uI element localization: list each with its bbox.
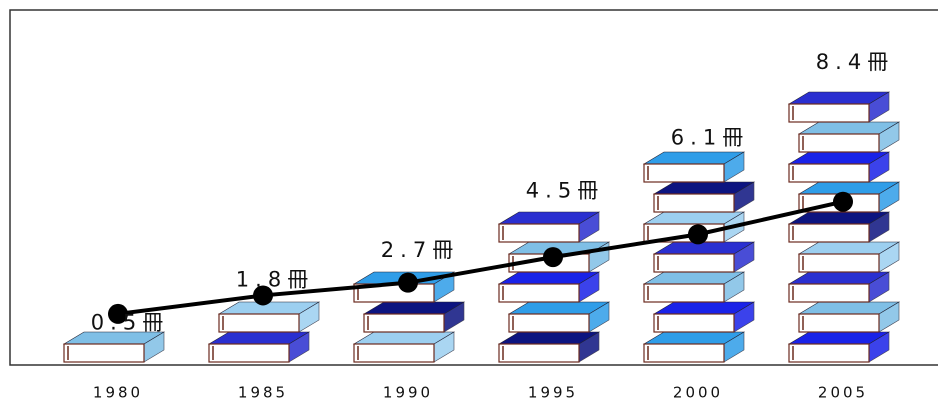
marker (543, 247, 563, 267)
book-pages (789, 284, 869, 302)
value-label: 0.5冊 (91, 311, 169, 335)
book-stack (209, 302, 319, 362)
book-pages (799, 254, 879, 272)
value-label: 6.1冊 (671, 126, 749, 150)
book-pages (64, 344, 144, 362)
value-label: 8.4冊 (816, 50, 894, 74)
book-pages (209, 344, 289, 362)
book-pages (799, 134, 879, 152)
book-pages (789, 224, 869, 242)
book-pages (789, 164, 869, 182)
x-tick-label: 1995 (528, 384, 578, 402)
book-pages (499, 224, 579, 242)
value-label: 2.7冊 (381, 238, 459, 262)
book-pages (354, 344, 434, 362)
value-label: 4.5冊 (526, 179, 604, 203)
marker (833, 192, 853, 212)
book-pages (219, 314, 299, 332)
book-pages (789, 344, 869, 362)
book-stack (789, 92, 899, 362)
book-pages (364, 314, 444, 332)
book-pages (654, 194, 734, 212)
book-pages (499, 284, 579, 302)
book-pages (654, 254, 734, 272)
chart: 0.5冊 1980 1.8冊 1985 2.7冊 1990 4.5冊 1995 6.1冊 2000… (0, 0, 938, 405)
book-pages (509, 314, 589, 332)
book-pages (499, 344, 579, 362)
x-tick-label: 2005 (818, 384, 868, 402)
value-label: 1.8冊 (236, 268, 314, 292)
book-pages (654, 314, 734, 332)
book-pages (799, 314, 879, 332)
marker (398, 273, 418, 293)
x-tick-label: 1985 (238, 384, 288, 402)
marker (688, 224, 708, 244)
book-pages (644, 344, 724, 362)
book-pages (644, 164, 724, 182)
x-tick-label: 1980 (93, 384, 143, 402)
x-tick-label: 1990 (383, 384, 433, 402)
book-pages (789, 104, 869, 122)
book-pages (644, 284, 724, 302)
book-stack (64, 332, 164, 362)
x-tick-label: 2000 (673, 384, 723, 402)
